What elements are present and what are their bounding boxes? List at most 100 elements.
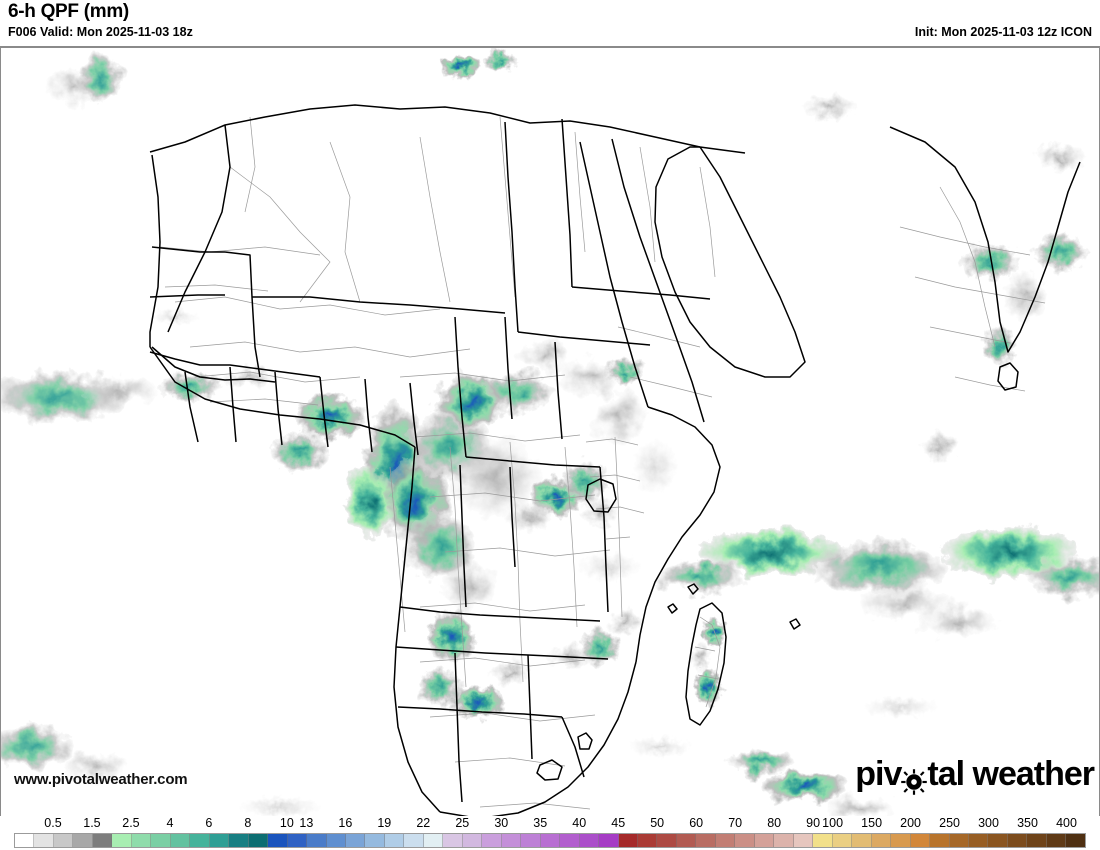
valid-time-label: F006 Valid: Mon 2025-11-03 18z xyxy=(8,25,193,39)
legend-tick-label: 400 xyxy=(1056,816,1077,830)
legend-swatch[interactable] xyxy=(793,834,814,847)
legend-swatch[interactable] xyxy=(618,834,638,847)
legend-swatch[interactable] xyxy=(404,834,424,847)
legend-tick-label: 100 xyxy=(822,816,844,830)
legend-swatch[interactable] xyxy=(443,834,463,847)
legend-swatch[interactable] xyxy=(813,834,833,847)
legend-tick-label: 30 xyxy=(494,816,509,830)
page-title: 6-h QPF (mm) xyxy=(8,1,129,22)
legend-swatch[interactable] xyxy=(774,834,794,847)
legend-swatch[interactable] xyxy=(307,834,327,847)
legend-tick-label: 19 xyxy=(377,816,392,830)
pivotal-weather-logo: piv xyxy=(855,755,1095,795)
legend-swatch[interactable] xyxy=(754,834,775,847)
legend-swatch[interactable] xyxy=(209,834,230,847)
legend-swatch[interactable] xyxy=(1066,834,1085,847)
legend-swatch[interactable] xyxy=(579,834,600,847)
legend-swatch[interactable] xyxy=(968,834,989,847)
legend-swatch[interactable] xyxy=(715,834,736,847)
logo-text-post: tal weather xyxy=(927,755,1095,793)
map-canvas[interactable]: www.pivotalweather.com piv xyxy=(0,46,1100,816)
legend-swatch[interactable] xyxy=(151,834,171,847)
legend-tick-label: 2.5 xyxy=(122,816,140,830)
legend-swatch[interactable] xyxy=(248,834,269,847)
legend-swatch[interactable] xyxy=(871,834,892,847)
legend-swatch[interactable] xyxy=(268,834,288,847)
legend-swatch[interactable] xyxy=(735,834,755,847)
legend-swatch[interactable] xyxy=(832,834,853,847)
legend-swatch[interactable] xyxy=(53,834,74,847)
legend-tick-label: 0.5 xyxy=(44,816,62,830)
legend-tick-label: 25 xyxy=(455,816,470,830)
site-url-watermark: www.pivotalweather.com xyxy=(14,771,188,788)
legend-tick-label: 8 xyxy=(244,816,252,830)
legend-swatch[interactable] xyxy=(988,834,1008,847)
legend-swatch[interactable] xyxy=(365,834,385,847)
legend-tick-label: 16 xyxy=(338,816,353,830)
legend-swatch[interactable] xyxy=(910,834,931,847)
legend-swatch[interactable] xyxy=(891,834,911,847)
legend-swatch[interactable] xyxy=(131,834,152,847)
legend-tick-label: 350 xyxy=(1017,816,1038,830)
legend-swatch[interactable] xyxy=(15,834,35,847)
legend-tick-label: 50 xyxy=(650,816,665,830)
precip-layer xyxy=(0,51,1100,816)
legend-swatch[interactable] xyxy=(229,834,249,847)
legend-tick-label: 10 xyxy=(279,816,294,830)
legend-swatch[interactable] xyxy=(34,834,54,847)
legend-swatch[interactable] xyxy=(657,834,677,847)
legend-swatch[interactable] xyxy=(638,834,658,847)
legend-swatch[interactable] xyxy=(1027,834,1047,847)
legend-tick-labels: 0.5 1.5 2.5 4 6 8 10 13 16 19 22 25 30 35 40 45 50 60 70 80… xyxy=(0,816,1100,833)
legend-tick-label: 200 xyxy=(900,816,922,830)
legend-tick-label: 22 xyxy=(416,816,431,830)
legend-tick-label: 80 xyxy=(767,816,782,830)
color-scale-legend[interactable]: 0.5 1.5 2.5 4 6 8 10 13 16 19 22 25 30 35 40 45 50 60 70 80… xyxy=(0,816,1100,850)
legend-swatch[interactable] xyxy=(423,834,444,847)
legend-tick-label: 13 xyxy=(299,816,314,830)
legend-swatch[interactable] xyxy=(676,834,697,847)
legend-swatch[interactable] xyxy=(326,834,346,847)
legend-swatch[interactable] xyxy=(501,834,522,847)
legend-color-bar[interactable] xyxy=(14,833,1086,848)
legend-swatch[interactable] xyxy=(560,834,580,847)
map-header: 6-h QPF (mm) F006 Valid: Mon 2025-11-03 … xyxy=(0,0,1100,46)
legend-swatch[interactable] xyxy=(112,834,132,847)
legend-swatch[interactable] xyxy=(540,834,561,847)
legend-swatch[interactable] xyxy=(521,834,541,847)
legend-tick-label: 4 xyxy=(166,816,174,830)
legend-swatch[interactable] xyxy=(930,834,950,847)
legend-swatch[interactable] xyxy=(462,834,483,847)
country-borders xyxy=(149,104,1081,816)
legend-tick-label: 70 xyxy=(728,816,743,830)
legend-swatch[interactable] xyxy=(170,834,191,847)
legend-tick-label: 90 xyxy=(806,816,821,830)
legend-tick-label: 60 xyxy=(689,816,704,830)
legend-tick-label: 1.5 xyxy=(83,816,101,830)
legend-swatch[interactable] xyxy=(482,834,502,847)
legend-swatch[interactable] xyxy=(949,834,969,847)
map-graphic xyxy=(0,47,1100,816)
legend-tick-label: 35 xyxy=(533,816,548,830)
gear-sun-icon xyxy=(901,765,928,795)
init-time-label: Init: Mon 2025-11-03 12z ICON xyxy=(914,25,1092,39)
legend-swatch[interactable] xyxy=(852,834,872,847)
legend-swatch[interactable] xyxy=(287,834,308,847)
legend-swatch[interactable] xyxy=(696,834,716,847)
legend-tick-label: 6 xyxy=(205,816,213,830)
legend-swatch[interactable] xyxy=(1007,834,1028,847)
logo-text-pre: piv xyxy=(855,755,902,793)
legend-swatch[interactable] xyxy=(384,834,405,847)
legend-swatch[interactable] xyxy=(92,834,113,847)
legend-tick-label: 300 xyxy=(978,816,999,830)
legend-swatch[interactable] xyxy=(345,834,366,847)
legend-swatch[interactable] xyxy=(1046,834,1067,847)
legend-tick-label: 150 xyxy=(861,816,883,830)
legend-tick-label: 250 xyxy=(939,816,960,830)
legend-tick-label: 45 xyxy=(611,816,626,830)
legend-swatch[interactable] xyxy=(190,834,210,847)
legend-tick-label: 40 xyxy=(572,816,587,830)
legend-swatch[interactable] xyxy=(599,834,619,847)
legend-swatch[interactable] xyxy=(73,834,93,847)
